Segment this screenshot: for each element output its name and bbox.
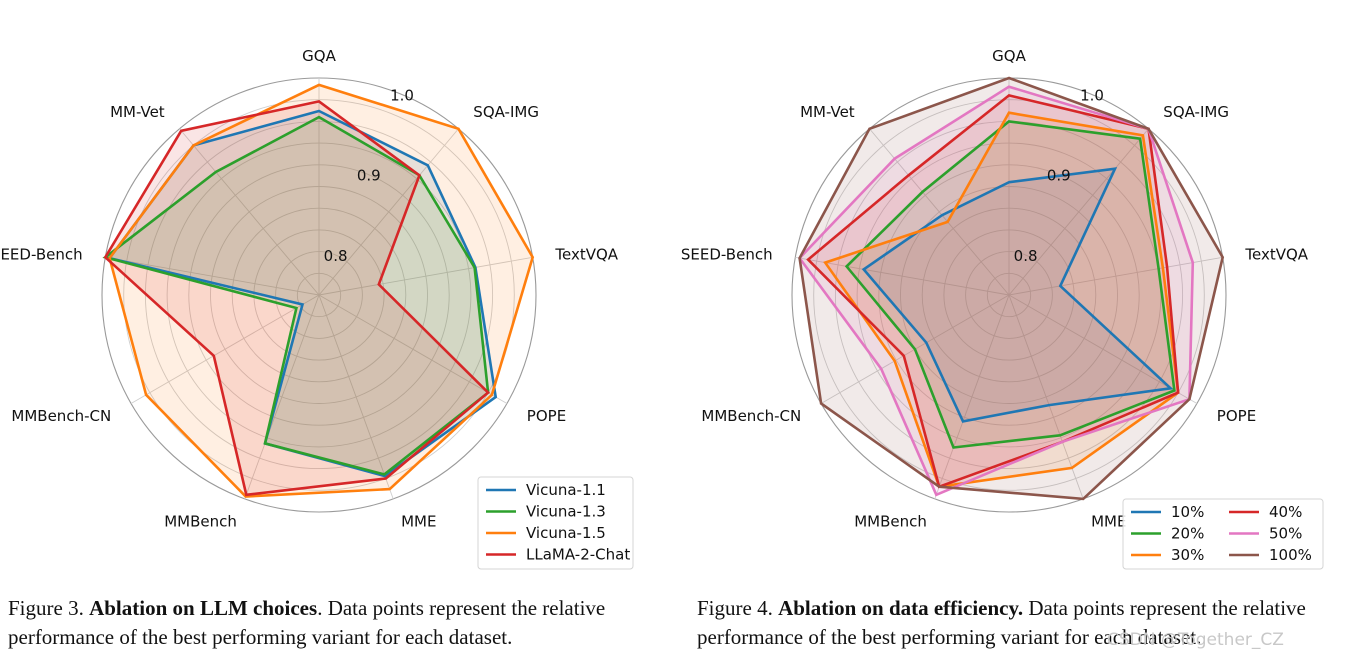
series-line (798, 76, 1225, 501)
legend-label: 40% (1269, 503, 1302, 521)
figure-3-caption: Figure 3. Ablation on LLM choices. Data … (8, 594, 648, 652)
series-fill (863, 168, 1171, 422)
axis-spoke (318, 294, 508, 404)
axis-spoke (1008, 128, 1149, 296)
legend-label: Vicuna-1.5 (526, 524, 606, 542)
axis-spoke (318, 294, 394, 500)
axis-spoke (105, 256, 320, 296)
series-line (797, 85, 1195, 497)
series-layer (102, 83, 535, 498)
caption-title: Ablation on data efficiency. (778, 596, 1024, 620)
axis-label: MM-Vet (800, 103, 855, 121)
radar-grid (101, 77, 537, 513)
axis-label: MMBench (164, 513, 237, 531)
series-fill (105, 101, 489, 495)
radar-chart-llm-choices: 0.8 0.9 1.0 GQA SQA-IMG TextVQA POPE MME MMBench… (0, 47, 634, 570)
axis-label: POPE (527, 407, 566, 425)
caption-body: . Data points represent the relative per… (8, 596, 606, 649)
axis-label: POPE (1217, 407, 1256, 425)
axis-spoke (318, 128, 459, 296)
radial-tick-label: 0.9 (1047, 167, 1071, 185)
legend-label: Vicuna-1.3 (526, 503, 606, 521)
series-fill (799, 86, 1193, 495)
series-line (108, 83, 535, 498)
series-fill (808, 95, 1179, 487)
series-fill (109, 111, 496, 477)
series-layer (797, 76, 1225, 501)
legend-label: 20% (1171, 525, 1204, 543)
axis-label: SQA-IMG (473, 103, 539, 121)
watermark: CSDN @Together_CZ (1107, 630, 1284, 650)
legend-label: Vicuna-1.1 (526, 481, 606, 499)
axis-label: GQA (992, 47, 1026, 65)
axis-spoke (244, 294, 320, 500)
radial-tick-label: 0.8 (324, 247, 348, 265)
legend: Vicuna-1.1 Vicuna-1.3 Vicuna-1.5 LLaMA-2-Ch… (477, 476, 634, 570)
figure-4-caption: Figure 4. Ablation on data efficiency. D… (697, 594, 1337, 652)
caption-title: Ablation on LLM choices (89, 596, 318, 620)
caption-prefix: Figure 3. (8, 596, 90, 620)
legend-frame (477, 476, 634, 570)
legend-label: 10% (1171, 503, 1204, 521)
legend-label: 30% (1171, 546, 1204, 564)
series-fill (846, 121, 1175, 448)
axis-label: SEED-Bench (0, 245, 83, 263)
radial-tick-label: 0.9 (357, 167, 381, 185)
axis-label: MMBench (854, 513, 927, 531)
series-fill (105, 117, 489, 475)
radial-tick-label: 1.0 (390, 87, 414, 105)
axis-label: TextVQA (1244, 245, 1308, 263)
axis-label: MME (401, 513, 436, 531)
axis-spoke (318, 256, 533, 296)
axis-spoke (1008, 256, 1223, 296)
axis-label: GQA (302, 47, 336, 65)
axis-spoke (795, 256, 1010, 296)
series-line (102, 115, 490, 476)
axis-label: SEED-Bench (681, 245, 773, 263)
caption-body: Data points represent the relative perfo… (697, 596, 1306, 649)
series-line (806, 93, 1180, 489)
axis-label: MM-Vet (110, 103, 165, 121)
axis-label: TextVQA (554, 245, 618, 263)
axis-label: MMBench-CN (701, 407, 801, 425)
series-line (861, 167, 1174, 423)
legend-label: 50% (1269, 525, 1302, 543)
caption-prefix: Figure 4. (697, 596, 779, 620)
radial-tick-label: 0.8 (1014, 247, 1038, 265)
series-line (823, 111, 1180, 489)
legend-frame (1122, 498, 1324, 570)
series-line (844, 120, 1176, 449)
axis-spoke (1008, 294, 1084, 500)
radial-tick-label: 1.0 (1080, 87, 1104, 105)
axis-spoke (869, 128, 1010, 296)
radar-chart-data-efficiency: 0.8 0.9 1.0 GQA SQA-IMG TextVQA POPE MME MMBench… (681, 47, 1324, 570)
axis-label: MME (1091, 513, 1126, 531)
axis-label: SQA-IMG (1163, 103, 1229, 121)
legend: 10% 20% 30% 40% 50% 100% (1122, 498, 1324, 570)
axis-spoke (934, 294, 1010, 500)
axis-spoke (179, 128, 320, 296)
series-line (103, 100, 491, 497)
axis-spoke (130, 294, 320, 404)
legend-label: 100% (1269, 546, 1312, 564)
axis-label: MMBench-CN (11, 407, 111, 425)
legend-label: LLaMA-2-Chat (526, 546, 630, 564)
